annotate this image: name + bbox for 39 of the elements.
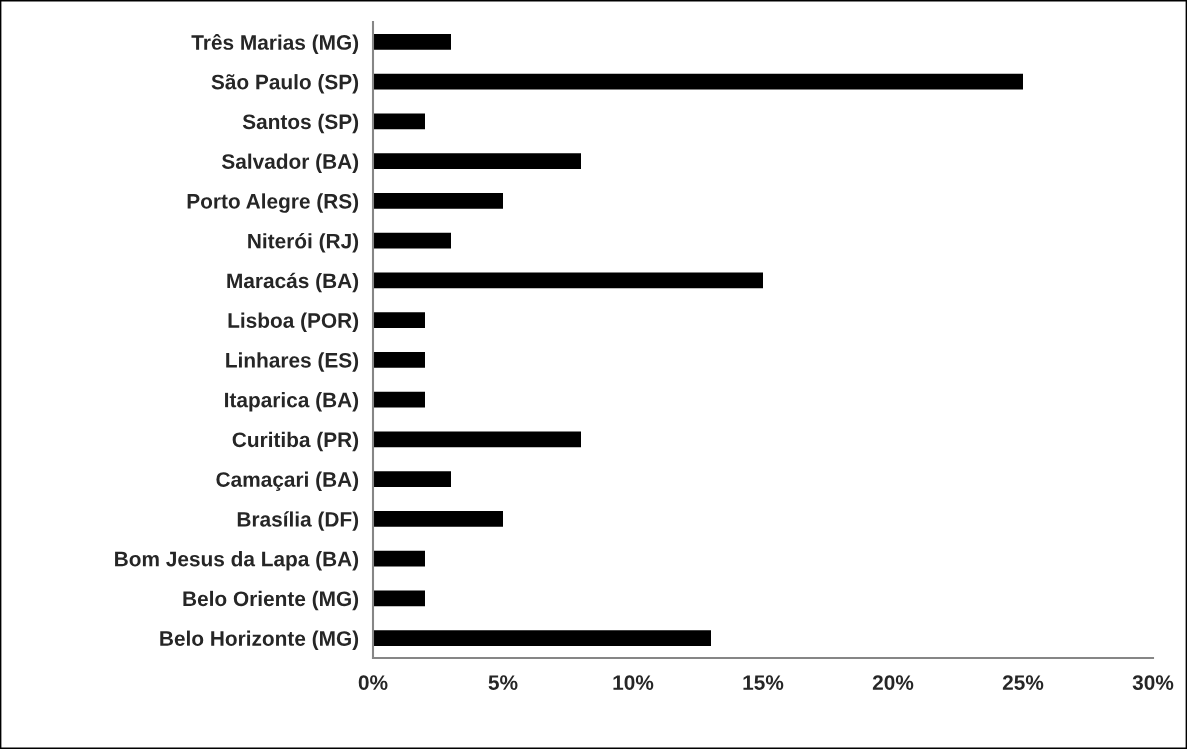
y-tick-label: Curitiba (PR) [232, 431, 359, 452]
bar [373, 391, 425, 408]
x-tick-label: 10% [613, 675, 654, 690]
y-tick-label: São Paulo (SP) [211, 74, 359, 94]
y-tick-label: Maracás (BA) [227, 272, 359, 293]
y-tick-label: Lisboa (POR) [228, 312, 359, 332]
y-tick-label: Linhares (ES) [226, 352, 359, 372]
y-tick-label: Itaparica (BA) [225, 392, 359, 412]
bar [373, 351, 425, 368]
y-tick-label: Belo Oriente (MG) [183, 590, 359, 611]
bar [373, 590, 425, 607]
y-tick-label: Bom Jesus da Lapa (BA) [115, 551, 359, 571]
x-tick-label: 5% [488, 675, 518, 690]
y-tick-label: Brasília (DF) [237, 511, 359, 531]
bar [373, 272, 763, 289]
y-tick-label: Belo Horizonte (MG) [160, 630, 359, 650]
y-tick-label: Três Marias (MG) [191, 34, 359, 54]
x-tick-label: 30% [1132, 675, 1174, 690]
bar [373, 232, 451, 249]
bar [373, 153, 581, 170]
x-tick-label: 25% [1002, 675, 1044, 690]
x-tick-label: 0% [358, 675, 388, 690]
bar [373, 431, 581, 448]
bar [373, 113, 425, 130]
y-tick-label: Porto Alegre (RS) [187, 193, 359, 213]
y-tick-label: Niterói (RJ) [248, 232, 359, 253]
bar [373, 550, 425, 567]
x-tick-label: 20% [872, 675, 914, 690]
bar [373, 73, 1023, 90]
bar [373, 33, 451, 50]
y-tick-label: Santos (SP) [242, 113, 359, 134]
y-tick-label: Salvador (BA) [221, 153, 359, 173]
bar [373, 510, 503, 527]
y-tick-label: Camaçari (BA) [216, 471, 359, 491]
bar [373, 192, 503, 209]
bar [373, 312, 425, 329]
bar [373, 630, 711, 647]
bar [373, 471, 451, 488]
x-tick-label: 15% [743, 675, 784, 690]
